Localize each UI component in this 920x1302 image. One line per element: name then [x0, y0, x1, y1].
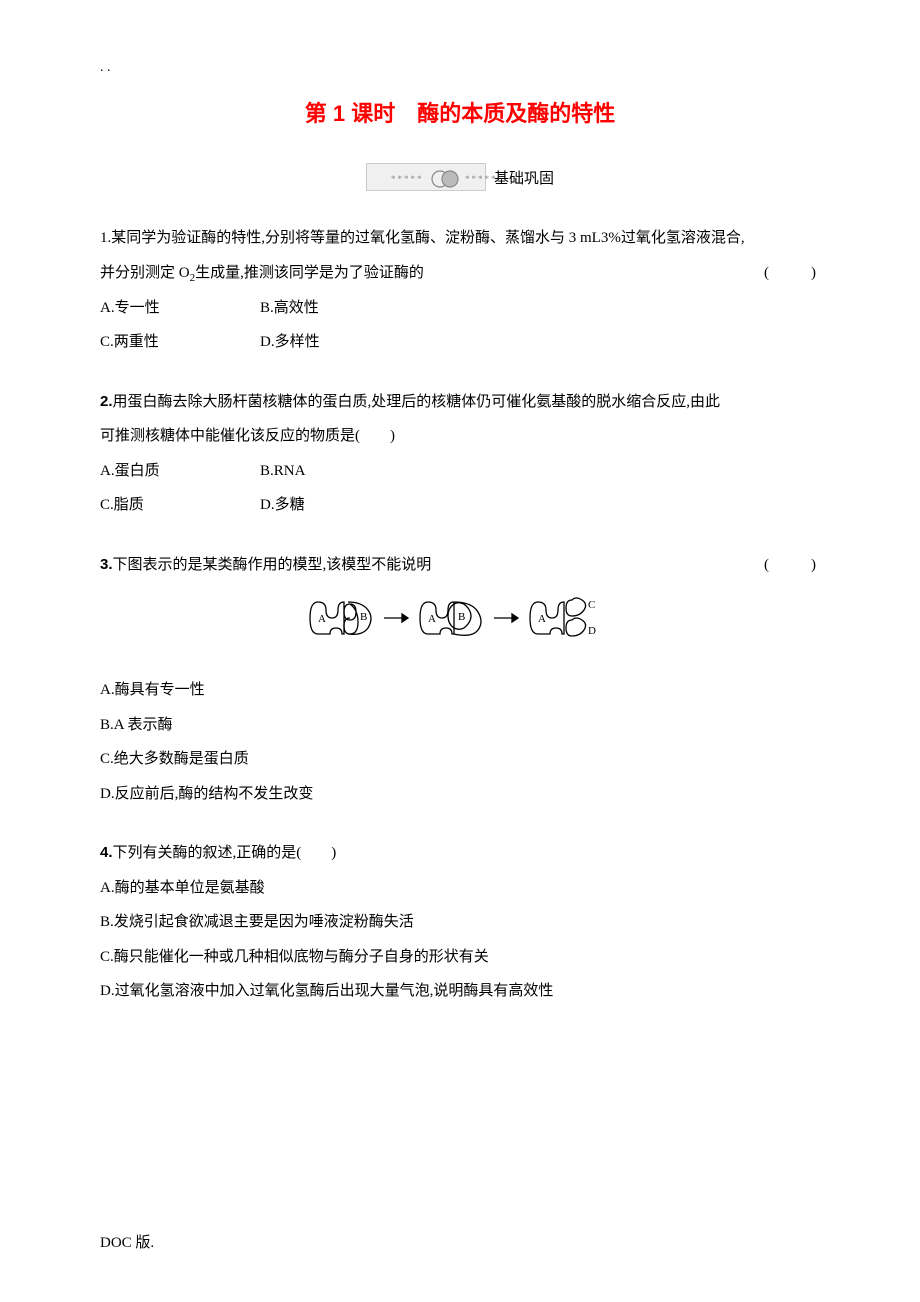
q4-line1: 4.下列有关酶的叙述,正确的是( ) [100, 836, 820, 871]
q1-opt-b: B.高效性 [260, 291, 319, 326]
marker-icon: ***** ***** [385, 166, 503, 192]
q1-paren: ( ) [764, 256, 820, 291]
q3-options: A.酶具有专一性 B.A 表示酶 C.绝大多数酶是蛋白质 D.反应前后,酶的结构… [100, 673, 820, 811]
svg-text:A: A [428, 613, 436, 625]
q2-line2: 可推测核糖体中能催化该反应的物质是( ) [100, 419, 820, 454]
q2-text: 用蛋白酶去除大肠杆菌核糖体的蛋白质,处理后的核糖体仍可催化氨基酸的脱水缩合反应,… [113, 394, 721, 410]
svg-text:A: A [538, 613, 546, 625]
top-marker: . . [100, 60, 820, 76]
q4-num: 4. [100, 844, 113, 861]
q1-opt-d: D.多样性 [260, 325, 320, 360]
q1-line1: 1.某同学为验证酶的特性,分别将等量的过氧化氢酶、淀粉酶、蒸馏水与 3 mL3%… [100, 221, 820, 256]
svg-text:C: C [588, 599, 595, 611]
svg-text:B: B [360, 611, 367, 623]
q4-opt-b: B.发烧引起食欲减退主要是因为唾液淀粉酶失活 [100, 905, 820, 940]
q3-opt-b: B.A 表示酶 [100, 708, 820, 743]
q1-line2: 并分别测定 O2生成量,推测该同学是为了验证酶的 ( ) [100, 256, 820, 291]
q3-text: 下图表示的是某类酶作用的模型,该模型不能说明 [113, 557, 432, 573]
svg-text:*****: ***** [465, 174, 498, 184]
svg-text:D: D [588, 625, 596, 637]
q3-paren: ( ) [764, 548, 820, 583]
q3-num: 3. [100, 556, 113, 573]
q2-opt-a: A.蛋白质 [100, 454, 260, 489]
q1-opt-a: A.专一性 [100, 291, 260, 326]
q4-options: A.酶的基本单位是氨基酸 B.发烧引起食欲减退主要是因为唾液淀粉酶失活 C.酶只… [100, 871, 820, 1009]
q1-num: 1. [100, 230, 111, 246]
svg-text:A: A [318, 613, 326, 625]
question-2: 2.用蛋白酶去除大肠杆菌核糖体的蛋白质,处理后的核糖体仍可催化氨基酸的脱水缩合反… [100, 385, 820, 523]
marker-icon-box: ***** ***** [366, 163, 486, 191]
q3-opt-a: A.酶具有专一性 [100, 673, 820, 708]
q2-opt-d: D.多糖 [260, 488, 305, 523]
enzyme-diagram-svg: A B A B A [300, 590, 620, 646]
q1-opt-c: C.两重性 [100, 325, 260, 360]
svg-text:B: B [458, 611, 465, 623]
q4-text: 下列有关酶的叙述,正确的是( ) [113, 845, 337, 861]
question-4: 4.下列有关酶的叙述,正确的是( ) A.酶的基本单位是氨基酸 B.发烧引起食欲… [100, 836, 820, 1009]
svg-text:*****: ***** [391, 174, 424, 184]
q2-opt-c: C.脂质 [100, 488, 260, 523]
q3-opt-d: D.反应前后,酶的结构不发生改变 [100, 777, 820, 812]
q2-opt-b: B.RNA [260, 454, 305, 489]
q4-opt-a: A.酶的基本单位是氨基酸 [100, 871, 820, 906]
page-title: 第 1 课时 酶的本质及酶的特性 [100, 96, 820, 128]
q1-text2-suffix: 生成量,推测该同学是为了验证酶的 [195, 265, 424, 281]
q4-opt-d: D.过氧化氢溶液中加入过氧化氢酶后出现大量气泡,说明酶具有高效性 [100, 974, 820, 1009]
q3-opt-c: C.绝大多数酶是蛋白质 [100, 742, 820, 777]
enzyme-diagram: A B A B A [100, 590, 820, 661]
question-3: 3.下图表示的是某类酶作用的模型,该模型不能说明 ( ) A B A B [100, 548, 820, 811]
q2-num: 2. [100, 393, 113, 410]
q2-line1: 2.用蛋白酶去除大肠杆菌核糖体的蛋白质,处理后的核糖体仍可催化氨基酸的脱水缩合反… [100, 385, 820, 420]
q3-line1: 3.下图表示的是某类酶作用的模型,该模型不能说明 ( ) [100, 548, 820, 583]
section-label: 基础巩固 [494, 167, 554, 188]
q1-text2-prefix: 并分别测定 O [100, 265, 190, 281]
question-1: 1.某同学为验证酶的特性,分别将等量的过氧化氢酶、淀粉酶、蒸馏水与 3 mL3%… [100, 221, 820, 360]
q2-options: A.蛋白质 B.RNA C.脂质 D.多糖 [100, 454, 820, 523]
q1-text1: 某同学为验证酶的特性,分别将等量的过氧化氢酶、淀粉酶、蒸馏水与 3 mL3%过氧… [111, 230, 744, 246]
q4-opt-c: C.酶只能催化一种或几种相似底物与酶分子自身的形状有关 [100, 940, 820, 975]
q1-options: A.专一性 B.高效性 C.两重性 D.多样性 [100, 291, 820, 360]
section-marker: ***** ***** 基础巩固 [100, 163, 820, 191]
footer-text: DOC 版. [100, 1231, 154, 1252]
